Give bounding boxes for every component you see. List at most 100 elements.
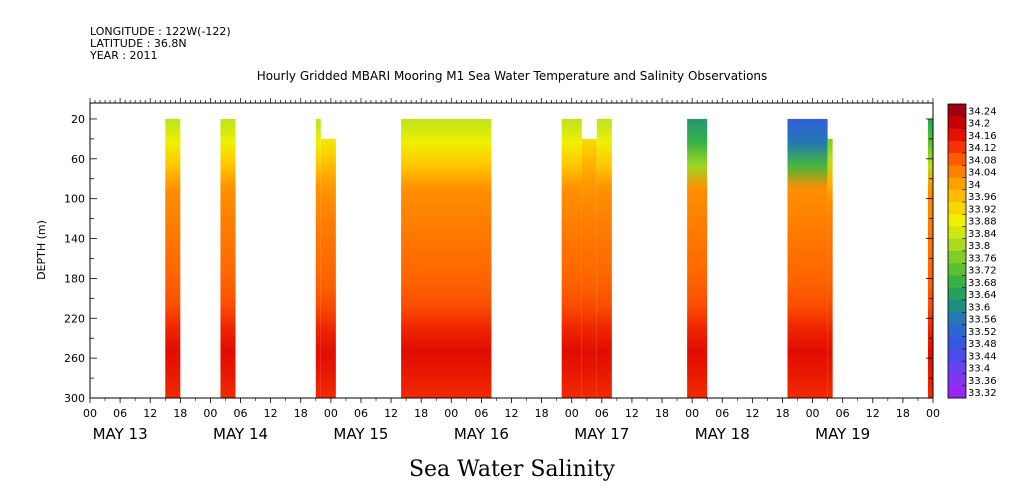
- data-block: [320, 138, 336, 398]
- x-tick-label: 12: [745, 407, 759, 420]
- colorbar-cell: [948, 153, 966, 166]
- data-block: [401, 118, 492, 398]
- colorbar-label: 34.04: [968, 168, 997, 179]
- y-tick-label: 20: [71, 113, 85, 126]
- y-tick-label: 180: [64, 272, 85, 285]
- x-tick-label: 06: [836, 407, 850, 420]
- x-tick-label: 06: [474, 407, 488, 420]
- y-axis-label: DEPTH (m): [35, 220, 48, 280]
- date-label: MAY 15: [333, 425, 388, 443]
- x-tick-label: 06: [595, 407, 609, 420]
- colorbar-label: 33.96: [968, 192, 997, 203]
- date-label: MAY 14: [213, 425, 268, 443]
- data-block: [596, 118, 612, 398]
- date-label: MAY 13: [93, 425, 148, 443]
- colorbar-cell: [948, 104, 966, 117]
- chart-subtitle: Sea Water Salinity: [409, 457, 616, 482]
- x-tick-label: 18: [535, 407, 549, 420]
- y-tick-label: 260: [64, 352, 85, 365]
- colorbar-label: 33.48: [968, 339, 997, 350]
- colorbar-cell: [948, 336, 966, 350]
- colorbar-label: 33.72: [968, 266, 997, 277]
- colorbar-label: 34: [968, 180, 981, 191]
- x-tick-label: 00: [926, 407, 940, 420]
- x-tick-label: 12: [143, 407, 157, 420]
- date-label: MAY 17: [574, 425, 629, 443]
- x-tick-label: 12: [866, 407, 880, 420]
- x-tick-label: 00: [83, 407, 97, 420]
- data-block: [220, 118, 236, 398]
- colorbar-label: 33.92: [968, 204, 997, 215]
- colorbar-label: 33.36: [968, 376, 997, 387]
- colorbar-label: 34.16: [968, 131, 997, 142]
- x-tick-label: 18: [294, 407, 308, 420]
- y-tick-label: 300: [64, 392, 85, 405]
- colorbar-cell: [948, 238, 966, 252]
- x-tick-label: 00: [444, 407, 458, 420]
- date-label: MAY 16: [454, 425, 509, 443]
- latitude-label: LATITUDE : 36.8N: [90, 37, 187, 50]
- colorbar-cell: [948, 189, 966, 203]
- x-tick-label: 18: [896, 407, 910, 420]
- colorbar-cell: [948, 312, 966, 325]
- x-tick-label: 18: [655, 407, 669, 420]
- colorbar-label: 33.8: [968, 241, 990, 252]
- x-tick-label: 06: [234, 407, 248, 420]
- colorbar-cell: [948, 251, 966, 264]
- colorbar-label: 34.2: [968, 119, 990, 130]
- x-tick-label: 06: [715, 407, 729, 420]
- x-tick-label: 00: [324, 407, 338, 420]
- colorbar-label: 33.44: [968, 351, 997, 362]
- data-block: [561, 118, 582, 398]
- colorbar-cell: [948, 128, 966, 142]
- y-tick-label: 220: [64, 312, 85, 325]
- colorbar-label: 33.56: [968, 315, 997, 326]
- longitude-label: LONGITUDE : 122W(-122): [90, 25, 231, 38]
- colorbar-cell: [948, 214, 966, 227]
- x-tick-label: 18: [414, 407, 428, 420]
- x-tick-label: 00: [806, 407, 820, 420]
- x-tick-label: 00: [685, 407, 699, 420]
- y-ticks: 20 60 100 140 180 220 260 300: [64, 113, 933, 405]
- date-label: MAY 19: [815, 425, 870, 443]
- colorbar-label: 34.08: [968, 155, 997, 166]
- chart-header: LONGITUDE : 122W(-122) LATITUDE : 36.8N …: [89, 25, 767, 83]
- colorbar-cell: [948, 324, 966, 338]
- data-blocks: [165, 118, 933, 398]
- data-block: [687, 118, 708, 398]
- colorbar-cell: [948, 361, 966, 374]
- colorbar-label: 33.32: [968, 388, 997, 399]
- colorbar-label: 34.24: [968, 106, 997, 117]
- colorbar-label: 33.76: [968, 253, 997, 264]
- y-tick-label: 100: [64, 193, 85, 206]
- year-label: YEAR : 2011: [89, 49, 158, 62]
- colorbar-cell: [948, 349, 966, 362]
- colorbar-label: 33.84: [968, 229, 997, 240]
- data-block: [827, 138, 833, 398]
- data-block: [787, 118, 828, 398]
- colorbar-label: 33.88: [968, 217, 997, 228]
- x-tick-label: 06: [113, 407, 127, 420]
- y-tick-label: 60: [71, 153, 85, 166]
- colorbar-cell: [948, 263, 966, 276]
- colorbar-cell: [948, 275, 966, 289]
- colorbar-cell: [948, 202, 966, 215]
- colorbar-label: 33.4: [968, 364, 990, 375]
- colorbar-cell: [948, 287, 966, 301]
- x-tick-label: 12: [384, 407, 398, 420]
- colorbar-cell: [948, 226, 966, 240]
- colorbar-label: 34.12: [968, 143, 997, 154]
- chart-title: Hourly Gridded MBARI Mooring M1 Sea Wate…: [257, 69, 768, 83]
- colorbar-cell: [948, 373, 966, 387]
- colorbar-label: 33.64: [968, 290, 997, 301]
- colorbar-cell: [948, 116, 966, 129]
- data-block: [315, 118, 321, 398]
- x-tick-label: 12: [625, 407, 639, 420]
- colorbar-cell: [948, 177, 966, 191]
- data-block: [165, 118, 181, 398]
- colorbar-label: 33.6: [968, 302, 990, 313]
- colorbar-cell: [948, 300, 966, 313]
- plot-area: 00 06 12 18 00 06 12 18 00 06 12 18 00 06 12 18 00 06 12 18…: [64, 98, 940, 443]
- x-minor-ticks-top: [89, 98, 934, 103]
